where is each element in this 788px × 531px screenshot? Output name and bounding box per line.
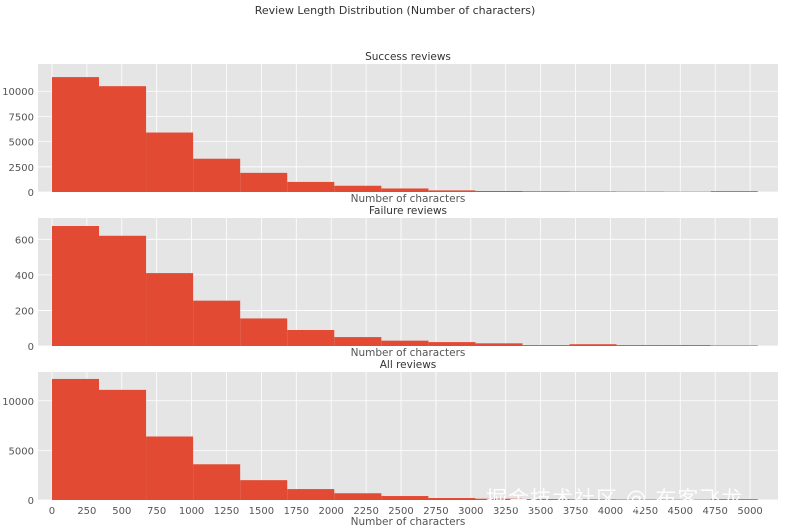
x-tick-label: 750 [147, 506, 166, 517]
histogram-bar [51, 77, 100, 192]
histogram-bar [710, 345, 758, 346]
histogram-bar [99, 389, 147, 500]
x-tick-label: 4250 [633, 506, 658, 517]
histogram-bar [475, 343, 523, 346]
histogram-bar [428, 342, 476, 346]
histogram-bar [287, 489, 335, 500]
x-tick-label: 1250 [214, 506, 239, 517]
subplot-title: Success reviews [365, 51, 451, 63]
y-tick-label: 5000 [9, 446, 34, 457]
histogram-bar [381, 340, 429, 346]
x-axis-label: Number of characters [351, 193, 466, 205]
x-tick-label: 2000 [318, 506, 343, 517]
x-axis-label: Number of characters [351, 347, 466, 359]
subplot-2: 0 200 400 600 Failure reviews Number of chara… [15, 205, 778, 359]
y-tick-label: 0 [28, 496, 34, 507]
figure-title: Review Length Distribution (Number of ch… [255, 4, 536, 17]
histogram-bar [99, 86, 147, 192]
histogram-bar [240, 480, 288, 500]
x-tick-label: 0 [49, 506, 55, 517]
y-tick-label: 5000 [9, 138, 34, 149]
histogram-bar [569, 499, 617, 500]
histogram-bar [381, 188, 429, 192]
x-tick-label: 250 [77, 506, 96, 517]
histogram-bar [51, 378, 100, 500]
histogram-bar [287, 181, 335, 192]
x-tick-label: 3000 [458, 506, 483, 517]
x-tick-label: 1000 [179, 506, 204, 517]
histogram-bar [475, 498, 523, 500]
x-tick-label: 4000 [598, 506, 623, 517]
histogram-bar [334, 337, 382, 346]
histogram-bar [193, 158, 241, 192]
x-tick-label: 3500 [528, 506, 553, 517]
histogram-bar [710, 191, 758, 192]
histogram-bar [99, 235, 147, 346]
histogram-bar [428, 190, 476, 192]
histogram-bar [287, 330, 335, 346]
histogram-bar [710, 499, 758, 500]
subplot-1: 0 2500 5000 7500 10000 Success reviews Number … [2, 51, 778, 205]
subplot-3: 0 5000 10000 0 250 500 750 1000 1250 1500 1750 2000… [2, 359, 778, 528]
x-tick-label: 3250 [493, 506, 518, 517]
x-tick-label: 2750 [423, 506, 448, 517]
histogram-bar [381, 496, 429, 500]
histogram-bar [522, 345, 570, 346]
histogram-bar [51, 226, 100, 346]
subplot-title: Failure reviews [369, 205, 447, 217]
y-tick-label: 10000 [2, 87, 34, 98]
histogram-bar [522, 499, 570, 500]
histogram-bar [146, 132, 194, 192]
histogram-bar [146, 273, 194, 346]
histogram-bar [146, 436, 194, 500]
histogram-bar [193, 464, 241, 500]
x-axis-label: Number of characters [351, 516, 466, 528]
histogram-bar [616, 345, 664, 346]
y-tick-label: 400 [15, 271, 34, 282]
x-tick-label: 4500 [668, 506, 693, 517]
x-tick-label: 3750 [563, 506, 588, 517]
x-tick-label: 1500 [249, 506, 274, 517]
x-tick-label: 5000 [737, 506, 762, 517]
y-tick-label: 200 [15, 306, 34, 317]
histogram-bar [193, 300, 241, 346]
y-tick-label: 0 [28, 188, 34, 199]
histogram-bar [522, 191, 570, 192]
subplot-title: All reviews [380, 359, 437, 371]
histogram-bar [334, 185, 382, 192]
histogram-bar [240, 318, 288, 346]
histogram-bar [428, 498, 476, 500]
x-tick-label: 4750 [702, 506, 727, 517]
x-tick-label: 500 [112, 506, 131, 517]
y-tick-label: 10000 [2, 397, 34, 408]
y-tick-label: 7500 [9, 112, 34, 123]
y-tick-label: 0 [28, 342, 34, 353]
histogram-bar [334, 493, 382, 500]
histogram-bar [663, 345, 711, 346]
y-tick-label: 2500 [9, 163, 34, 174]
y-tick-label: 600 [15, 235, 34, 246]
histogram-bar [475, 190, 523, 192]
histogram-bar [569, 191, 617, 192]
histogram-bar [240, 172, 288, 192]
histogram-bar [569, 344, 617, 346]
x-tick-label: 2250 [353, 506, 378, 517]
x-tick-label: 2500 [388, 506, 413, 517]
x-tick-label: 1750 [284, 506, 309, 517]
